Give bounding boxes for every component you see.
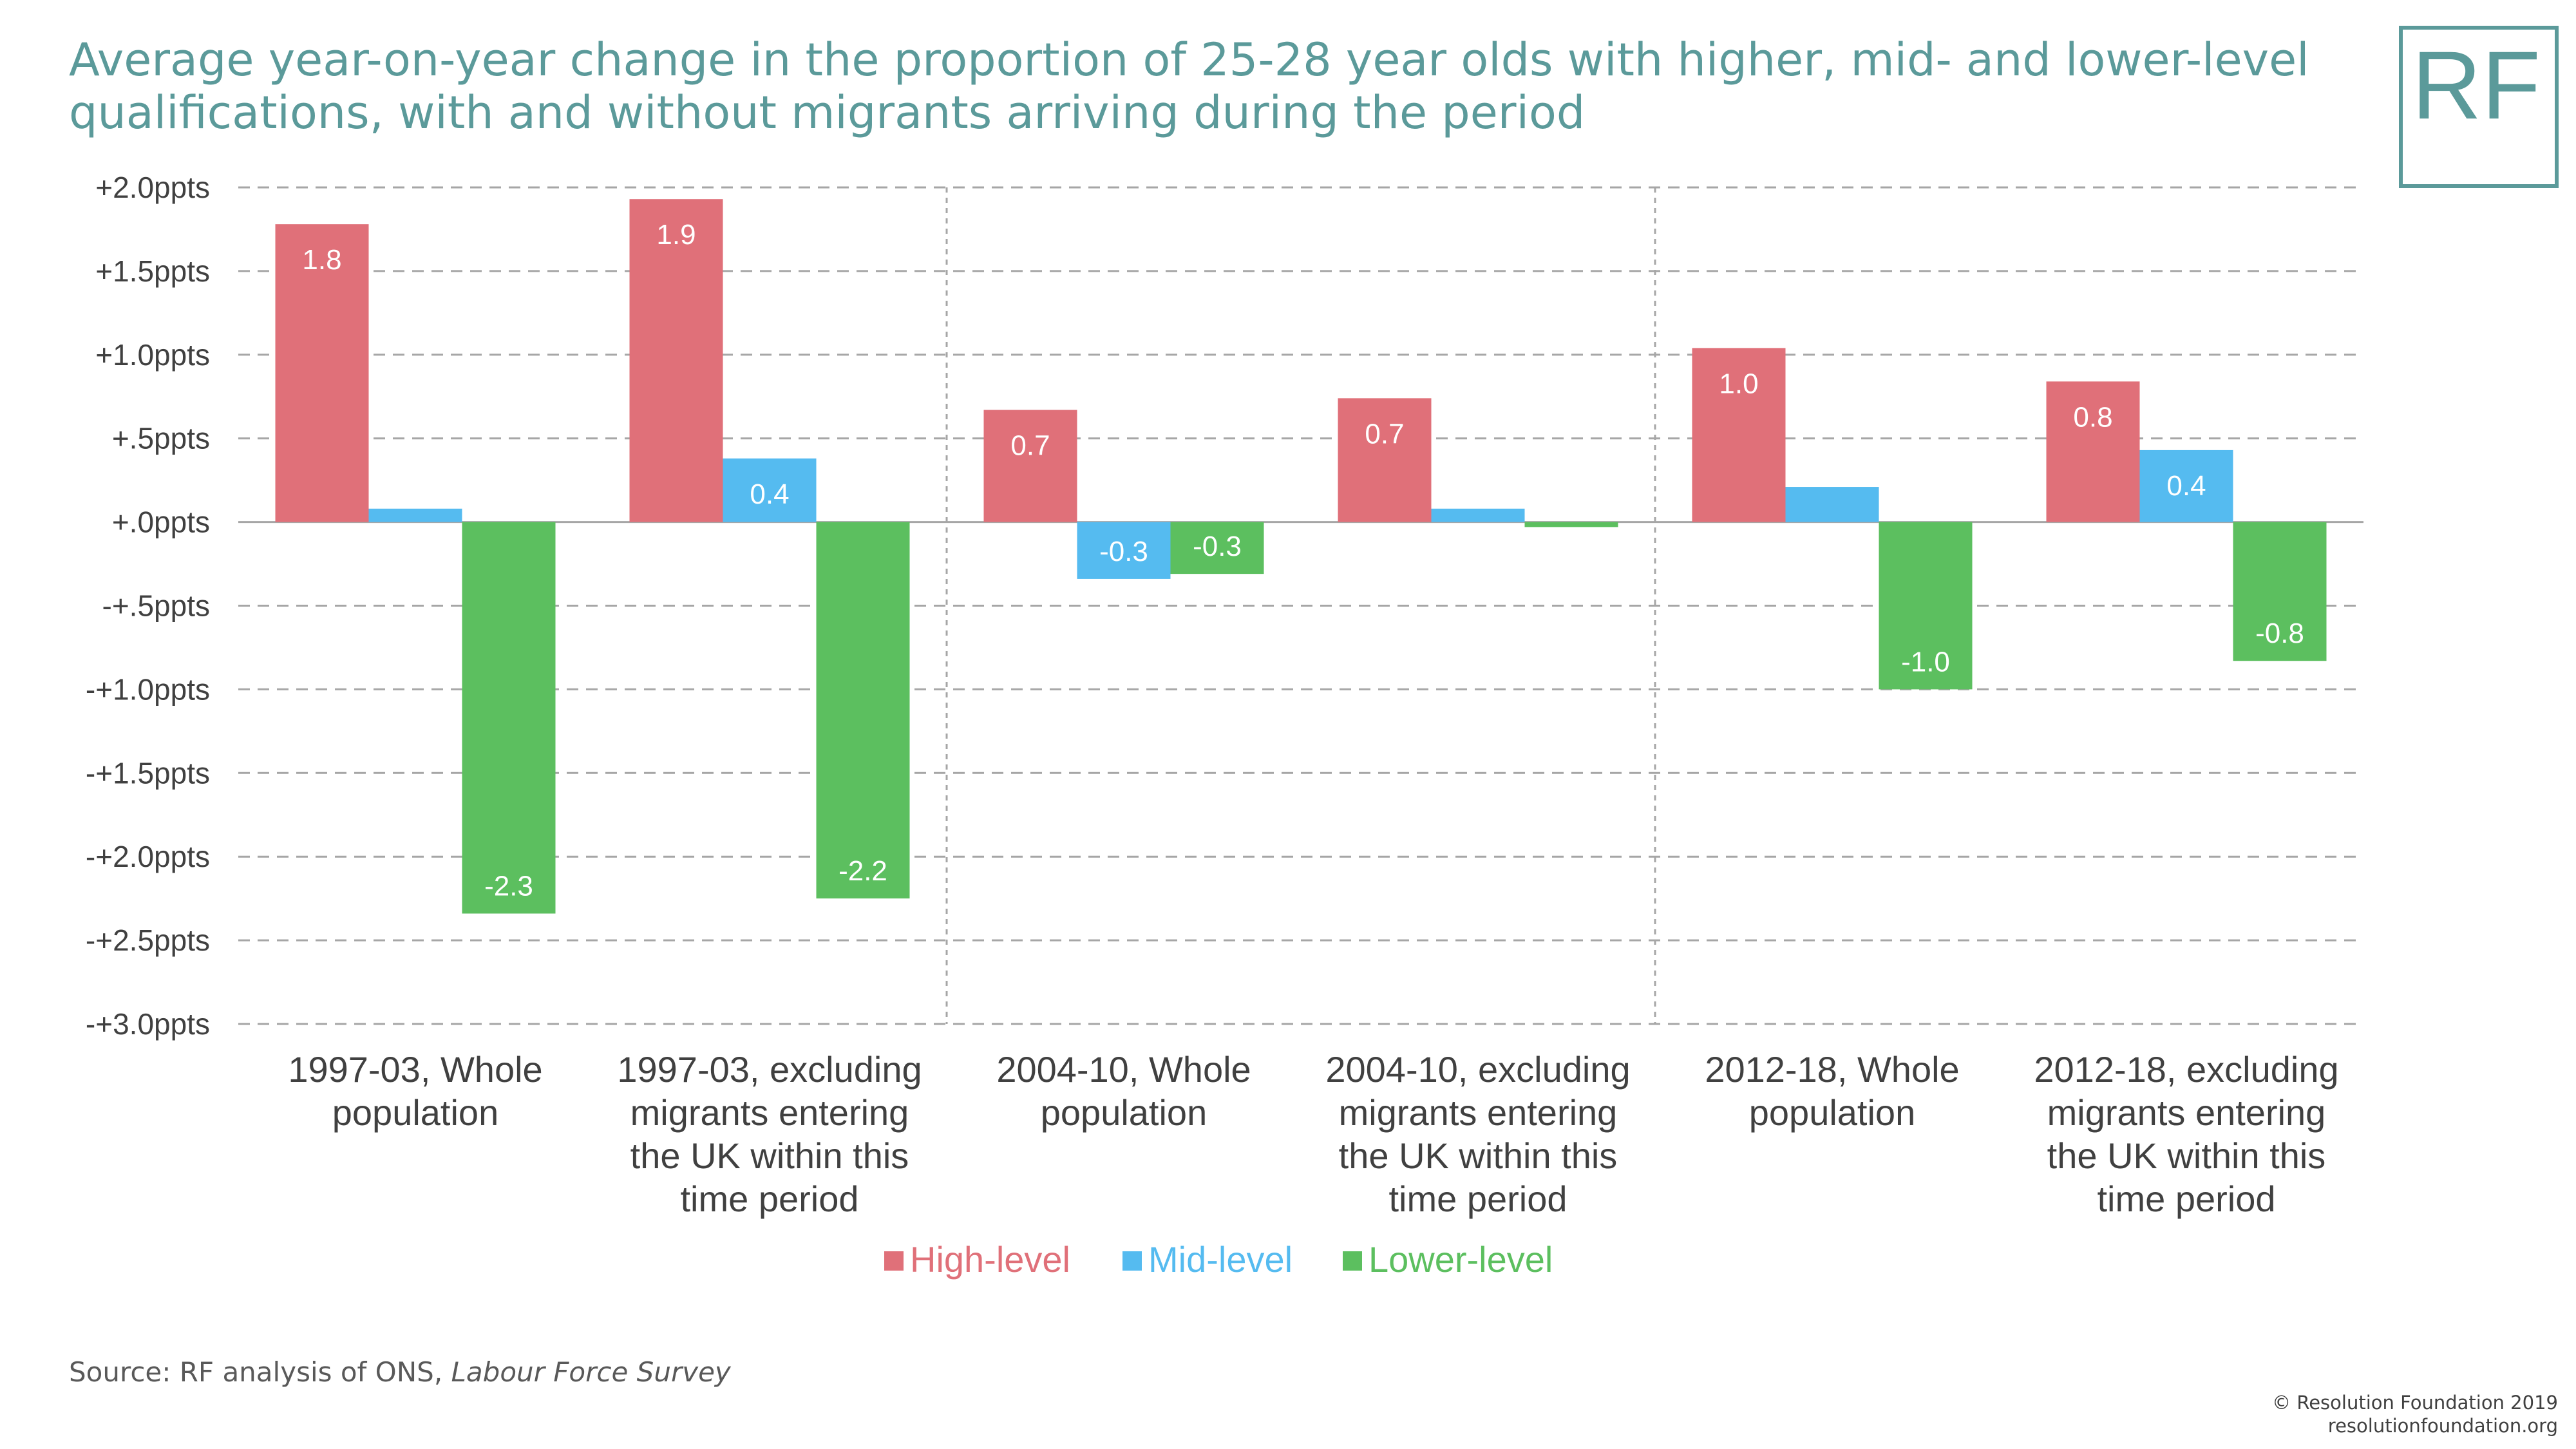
bar-mid-level-2 — [1077, 522, 1171, 579]
bar-mid-level-3 — [1431, 508, 1525, 522]
legend-swatch — [1122, 1251, 1142, 1271]
bar-data-label: 0.4 — [2166, 470, 2206, 502]
bar-lower-level-0 — [462, 522, 556, 914]
bar-data-label: -0.3 — [1193, 531, 1242, 562]
x-category-label: time period — [1388, 1179, 1567, 1219]
x-category-label: 1997-03, excluding — [617, 1049, 922, 1090]
legend-label: Lower-level — [1368, 1239, 1553, 1280]
bars — [275, 199, 2327, 914]
legend-label: High-level — [910, 1239, 1070, 1280]
bar-data-label: 1.9 — [656, 219, 696, 251]
x-category-label: migrants entering — [1339, 1092, 1618, 1133]
bar-data-label: -0.3 — [1099, 536, 1148, 567]
bar-lower-level-2 — [1170, 522, 1264, 574]
bar-high-level-0 — [275, 224, 369, 522]
bar-mid-level-0 — [368, 508, 462, 522]
x-category-label: 2012-18, Whole — [1705, 1049, 1959, 1090]
x-category-label: migrants entering — [2047, 1092, 2326, 1133]
bar-mid-level-1 — [723, 458, 817, 522]
bar-data-label: 1.8 — [302, 244, 341, 276]
y-axis-tick-labels: +2.0ppts +1.5ppts +1.0ppts +.5ppts +.0ppts -+… — [86, 171, 210, 1041]
x-category-label: population — [1041, 1092, 1207, 1133]
x-category-label: population — [1749, 1092, 1915, 1133]
bar-high-level-2 — [983, 410, 1077, 522]
legend-swatch — [884, 1251, 904, 1271]
bar-data-label: 0.7 — [1365, 418, 1404, 450]
x-category-label: population — [332, 1092, 498, 1133]
legend-swatch — [1343, 1251, 1362, 1271]
source-note: Source: RF analysis of ONS, Labour Force… — [69, 1356, 731, 1389]
bar-high-level-5 — [2046, 381, 2140, 522]
y-tick-label: +2.0ppts — [95, 171, 210, 204]
bar-lower-level-1 — [816, 522, 910, 899]
x-category-label: 1997-03, Whole — [288, 1049, 542, 1090]
legend: High-level Mid-level Lower-level — [884, 1239, 1553, 1280]
y-tick-label: +1.0ppts — [95, 338, 210, 372]
bar-data-label: -0.8 — [2255, 618, 2304, 649]
bar-data-labels: 1.8 -2.3 1.9 0.4 -2.2 0.7 -0.3 -0.3 0.7 1.0 -1.0 0.… — [302, 219, 2304, 902]
rf-logo: RF — [2399, 26, 2559, 188]
x-category-label: the UK within this — [1339, 1135, 1618, 1176]
bar-data-label: -2.2 — [838, 855, 887, 887]
bar-lower-level-4 — [1879, 522, 1973, 690]
copyright: © Resolution Foundation 2019 resolutionf… — [2272, 1391, 2558, 1437]
x-category-label: 2012-18, excluding — [2034, 1049, 2338, 1090]
bar-data-label: -2.3 — [484, 871, 533, 902]
y-tick-label: +1.5ppts — [95, 254, 210, 288]
x-category-label: time period — [680, 1179, 858, 1219]
y-tick-label: -+.5ppts — [102, 589, 211, 623]
bar-data-label: -1.0 — [1901, 646, 1950, 677]
y-tick-label: -+3.0ppts — [86, 1007, 210, 1041]
bar-data-label: 0.8 — [2073, 401, 2112, 433]
source-italic: Labour Force Survey — [451, 1356, 731, 1388]
source-prefix: Source: RF analysis of ONS, — [69, 1356, 451, 1388]
y-tick-label: -+1.0ppts — [86, 672, 210, 706]
y-tick-label: -+2.0ppts — [86, 840, 210, 873]
gridlines — [238, 186, 2363, 1025]
bar-lower-level-5 — [2233, 522, 2327, 661]
bar-high-level-3 — [1338, 398, 1432, 522]
chart-title: Average year-on-year change in the propo… — [69, 33, 2309, 139]
copyright-line: © Resolution Foundation 2019 — [2272, 1392, 2558, 1414]
bar-high-level-1 — [629, 199, 723, 522]
x-category-label: the UK within this — [630, 1135, 909, 1176]
bar-mid-level-5 — [2139, 450, 2233, 522]
y-tick-label: -+1.5ppts — [86, 756, 210, 790]
x-category-label: migrants entering — [630, 1092, 909, 1133]
bar-high-level-4 — [1692, 348, 1786, 522]
y-tick-label: -+2.5ppts — [86, 923, 210, 957]
x-category-label: time period — [2097, 1179, 2275, 1219]
y-tick-label: +.5ppts — [112, 422, 210, 455]
bar-data-label: 0.4 — [750, 478, 789, 510]
website-line: resolutionfoundation.org — [2327, 1415, 2558, 1437]
x-category-label: the UK within this — [2047, 1135, 2326, 1176]
bar-lower-level-3 — [1524, 522, 1618, 527]
bar-mid-level-4 — [1785, 487, 1879, 522]
x-category-label: 2004-10, excluding — [1325, 1049, 1630, 1090]
x-category-label: 2004-10, Whole — [996, 1049, 1251, 1090]
bar-data-label: 1.0 — [1719, 368, 1758, 399]
legend-label: Mid-level — [1148, 1239, 1293, 1280]
rf-logo-text: RF — [2412, 31, 2541, 139]
y-tick-label: +.0ppts — [112, 506, 210, 539]
bar-data-label: 0.7 — [1010, 430, 1050, 462]
